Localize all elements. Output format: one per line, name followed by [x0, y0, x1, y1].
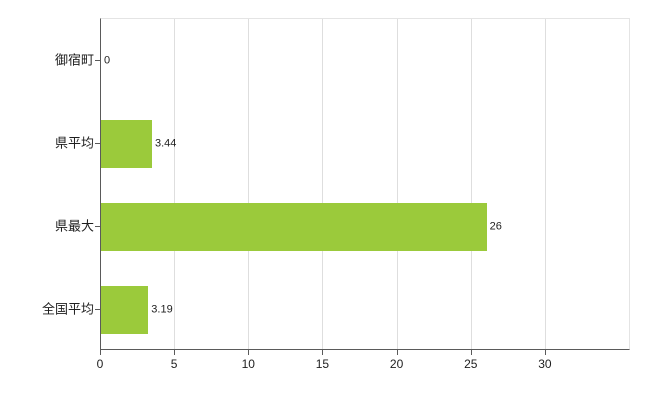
bar-4: [101, 285, 149, 334]
gridline: [470, 19, 472, 349]
x-axis-tick: [100, 350, 101, 355]
x-axis-tick-label: 30: [538, 357, 552, 371]
x-axis-tick: [322, 350, 324, 355]
y-axis-tick: [95, 225, 100, 227]
x-axis-tick-label: 20: [389, 357, 404, 371]
x-axis-tick: [396, 350, 398, 355]
x-axis-tick: [544, 350, 546, 355]
category-label: 御宿町: [54, 52, 94, 67]
y-axis-tick: [95, 142, 100, 144]
value-label: 3.19: [151, 303, 173, 315]
x-axis-tick-label: 5: [170, 357, 178, 371]
category-label: 県平均: [54, 135, 94, 150]
x-axis-tick-label: 15: [315, 357, 330, 371]
x-axis-tick-label: 10: [241, 357, 255, 371]
x-axis-tick: [174, 350, 176, 355]
plot-area: 0 3.44 26 3.19: [100, 18, 630, 350]
gridline: [322, 19, 324, 349]
bar-3: [101, 202, 487, 251]
value-label: 0: [104, 54, 111, 66]
value-label: 3.44: [155, 137, 177, 149]
gridline: [174, 19, 176, 349]
y-axis-labels: 御宿町県平均県最大全国平均: [0, 18, 94, 350]
gridline: [396, 19, 398, 349]
gridline: [248, 19, 250, 349]
y-axis-tick: [95, 59, 100, 61]
bar-2: [101, 119, 152, 168]
x-axis-tick: [470, 350, 472, 355]
gridline: [544, 19, 546, 349]
category-label: 県最大: [54, 218, 94, 233]
y-axis-tick: [95, 308, 100, 310]
value-label: 26: [489, 220, 502, 232]
x-axis-tick-label: 25: [464, 357, 478, 371]
x-axis-tick-label: 0: [96, 357, 104, 371]
category-label: 全国平均: [41, 301, 94, 316]
x-axis-tick: [248, 350, 250, 355]
